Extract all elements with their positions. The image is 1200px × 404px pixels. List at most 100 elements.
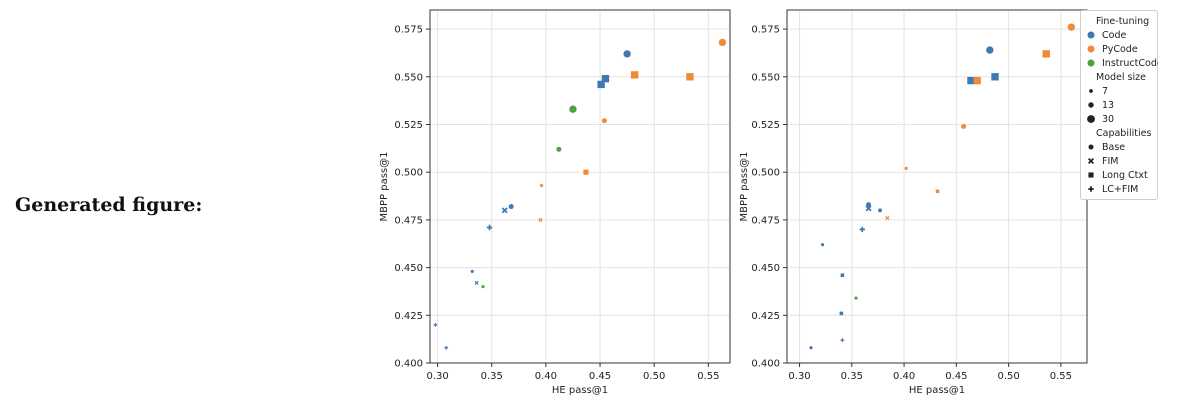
data-point [597, 80, 605, 89]
y-axis-label: MBPP pass@1 [379, 152, 390, 222]
x-axis-label: HE pass@1 [909, 385, 965, 396]
y-tick-label: 0.500 [751, 168, 780, 179]
legend-item: PyCode [1102, 44, 1138, 55]
legend-item: Long Ctxt [1102, 170, 1148, 181]
data-point [859, 226, 865, 233]
data-point [686, 73, 694, 81]
y-tick-label: 0.575 [751, 25, 780, 36]
x-tick-label: 0.35 [841, 371, 863, 382]
y-tick-label: 0.425 [751, 311, 780, 322]
data-point [878, 208, 882, 213]
y-tick-label: 0.400 [751, 359, 780, 370]
y-tick-label: 0.575 [394, 25, 423, 36]
y-tick-label: 0.550 [394, 72, 423, 83]
y-axis-label: MBPP pass@1 [739, 152, 750, 222]
data-point [622, 49, 632, 59]
legend: Fine-tuning Code PyCode InstructCode Model s… [1080, 10, 1158, 200]
x-tick-label: 0.50 [997, 371, 1019, 382]
data-point [967, 76, 975, 85]
data-point [973, 76, 981, 85]
legend-marker [1088, 186, 1094, 192]
data-point [470, 269, 475, 274]
data-point [820, 242, 825, 247]
y-tick-label: 0.450 [751, 263, 780, 274]
data-point [601, 117, 608, 124]
scatter-plot-left: 0.30 0.35 0.40 0.45 0.50 0.55 0.400 0.425 0.450 0… [379, 9, 731, 396]
x-axis-label: HE pass@1 [552, 385, 608, 396]
legend-marker [1087, 157, 1095, 165]
data-point [839, 311, 844, 316]
legend-item: 13 [1102, 100, 1114, 111]
x-tick-label: 0.45 [589, 371, 611, 382]
x-tick-label: 0.30 [426, 371, 448, 382]
data-point [631, 71, 639, 79]
y-tick-label: 0.525 [751, 120, 780, 131]
x-tick-label: 0.40 [535, 371, 557, 382]
data-point [583, 169, 589, 175]
x-tick-label: 0.45 [945, 371, 967, 382]
legend-item: FIM [1102, 156, 1118, 167]
legend-item: Code [1102, 30, 1126, 41]
legend-title-model-size: Model size [1096, 72, 1146, 83]
legend-title-capabilities: Capabilities [1096, 128, 1151, 139]
legend-frame [1080, 10, 1158, 200]
y-tick-label: 0.400 [394, 359, 423, 370]
plot-frame [786, 9, 1088, 364]
legend-marker [1088, 144, 1094, 150]
data-point [480, 284, 486, 289]
y-tick-label: 0.500 [394, 168, 423, 179]
data-point [539, 183, 544, 188]
legend-marker [1089, 89, 1093, 93]
data-point [840, 273, 845, 277]
legend-title-fine-tuning: Fine-tuning [1096, 16, 1149, 27]
data-point [508, 203, 515, 210]
data-point [840, 338, 845, 342]
data-point [935, 189, 940, 194]
figure-caption: Generated figure: [15, 194, 203, 216]
legend-item: InstructCode [1102, 58, 1158, 69]
legend-item: 30 [1102, 114, 1114, 125]
scatter-plot-right: 0.30 0.35 0.40 0.45 0.50 0.55 0.400 0.425 0.450 0… [739, 9, 1088, 396]
x-tick-label: 0.40 [893, 371, 915, 382]
legend-marker [1087, 115, 1095, 123]
data-point [991, 73, 999, 81]
legend-item: 7 [1102, 86, 1108, 97]
data-point [1067, 23, 1076, 32]
data-point [808, 345, 814, 350]
data-point [865, 205, 872, 212]
legend-marker [1088, 172, 1094, 178]
data-point [960, 123, 967, 130]
x-tick-label: 0.55 [1050, 371, 1072, 382]
data-point [555, 146, 562, 153]
y-tick-label: 0.475 [394, 215, 423, 226]
x-tick-label: 0.35 [481, 371, 503, 382]
data-point [568, 105, 578, 114]
plot-frame [429, 9, 731, 364]
y-tick-label: 0.550 [751, 72, 780, 83]
data-point [985, 45, 994, 55]
x-tick-label: 0.50 [643, 371, 665, 382]
data-point [718, 38, 727, 47]
x-tick-label: 0.30 [788, 371, 810, 382]
y-tick-label: 0.450 [394, 263, 423, 274]
data-point [601, 75, 610, 83]
data-point [433, 322, 438, 327]
data-point [904, 166, 909, 171]
legend-item: LC+FIM [1102, 184, 1138, 195]
data-point [486, 224, 493, 231]
legend-marker [1087, 59, 1095, 67]
data-point [501, 207, 508, 214]
data-point [885, 215, 890, 221]
data-point [853, 296, 859, 301]
data-point [538, 217, 543, 222]
legend-marker [1088, 102, 1094, 108]
y-tick-label: 0.475 [751, 215, 780, 226]
legend-marker [1087, 45, 1095, 53]
data-point [1042, 50, 1050, 58]
x-tick-label: 0.55 [697, 371, 719, 382]
data-point [444, 345, 449, 350]
data-point [474, 280, 479, 285]
legend-item: Base [1102, 142, 1125, 153]
legend-marker [1087, 31, 1095, 39]
y-tick-label: 0.425 [394, 311, 423, 322]
